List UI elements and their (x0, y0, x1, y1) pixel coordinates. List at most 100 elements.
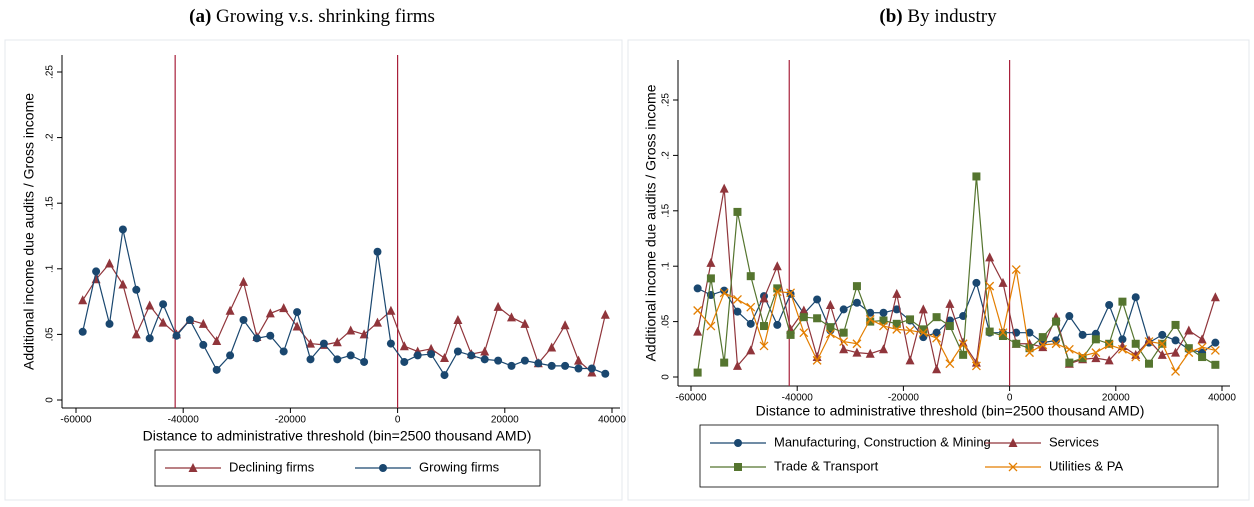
marker (985, 327, 994, 336)
marker (1008, 438, 1018, 447)
marker (971, 361, 981, 371)
marker (839, 305, 848, 314)
x-axis-title: Distance to administrative threshold (bi… (756, 403, 1145, 419)
panel: (a) Growing v.s. shrinking firms 0 .05 .1 .1… (4, 6, 626, 501)
marker (958, 339, 968, 349)
marker (852, 282, 861, 291)
panel-frame (4, 39, 623, 501)
marker (1025, 348, 1034, 358)
y-tick-label: .25 (45, 65, 56, 79)
marker (825, 299, 835, 309)
marker (972, 172, 981, 181)
series-line (697, 280, 1216, 354)
marker (480, 355, 489, 364)
marker (945, 298, 955, 308)
marker (839, 344, 849, 354)
marker (998, 328, 1008, 338)
marker (587, 364, 596, 373)
marker (426, 343, 436, 353)
marker (1117, 344, 1127, 354)
marker (1091, 353, 1101, 363)
marker (118, 279, 128, 289)
marker (1171, 367, 1180, 376)
marker (601, 369, 610, 378)
marker (1210, 345, 1220, 355)
marker (1065, 358, 1074, 367)
marker (972, 278, 981, 287)
x-tick-label: 20000 (1102, 393, 1130, 404)
marker (959, 350, 968, 359)
marker (719, 183, 729, 193)
marker (440, 371, 449, 380)
marker (852, 339, 862, 349)
marker (932, 333, 942, 343)
marker (507, 361, 516, 370)
x-tick-label: 40000 (1208, 393, 1236, 404)
marker (185, 315, 194, 324)
marker (600, 309, 610, 319)
panel-title-text: Growing v.s. shrinking firms (216, 6, 435, 27)
y-tick-label: .15 (661, 203, 672, 217)
marker (772, 261, 782, 271)
marker (892, 324, 902, 334)
legend-label: Services (1049, 434, 1099, 449)
x-tick-label: 40000 (598, 415, 626, 426)
marker (945, 322, 954, 331)
marker (440, 353, 449, 363)
marker (507, 312, 516, 322)
marker (145, 334, 154, 343)
marker (932, 364, 942, 374)
marker (958, 337, 968, 347)
marker (706, 274, 715, 283)
marker (1198, 353, 1207, 362)
marker (839, 328, 848, 337)
marker (1144, 337, 1154, 347)
marker (520, 356, 529, 365)
marker (1065, 312, 1074, 321)
marker (773, 284, 782, 293)
y-tick-label: .1 (45, 264, 56, 273)
marker (985, 252, 995, 262)
series-line (697, 188, 1216, 370)
y-tick-label: .25 (661, 93, 672, 107)
marker (386, 339, 395, 348)
marker (333, 355, 342, 364)
marker (239, 276, 248, 286)
marker (427, 350, 436, 359)
y-axis-title: Additional income due audits / Gross inc… (643, 84, 659, 361)
marker (1144, 335, 1154, 345)
marker (92, 267, 101, 276)
marker (1008, 462, 1018, 472)
marker (1157, 349, 1167, 359)
marker (346, 351, 355, 360)
marker (78, 327, 87, 336)
marker (733, 294, 742, 304)
marker (720, 358, 729, 367)
marker (959, 312, 968, 321)
series-line (697, 176, 1216, 373)
marker (786, 330, 795, 339)
marker (918, 328, 928, 338)
marker (172, 331, 181, 340)
marker (265, 308, 275, 318)
marker (373, 247, 382, 256)
marker (1211, 338, 1220, 347)
marker (773, 320, 782, 329)
marker (1052, 317, 1061, 326)
marker (906, 315, 915, 324)
marker (1131, 293, 1140, 302)
x-tick-label: -20000 (275, 415, 307, 426)
marker (760, 322, 769, 331)
marker (159, 300, 168, 309)
marker (252, 334, 261, 343)
marker (1025, 328, 1034, 337)
marker (1184, 344, 1193, 353)
marker (746, 319, 755, 328)
x-tick-label: -60000 (675, 393, 707, 404)
marker (720, 286, 729, 295)
marker (786, 288, 796, 298)
marker (1091, 335, 1100, 344)
y-tick-label: .05 (45, 327, 56, 341)
marker (453, 314, 463, 324)
